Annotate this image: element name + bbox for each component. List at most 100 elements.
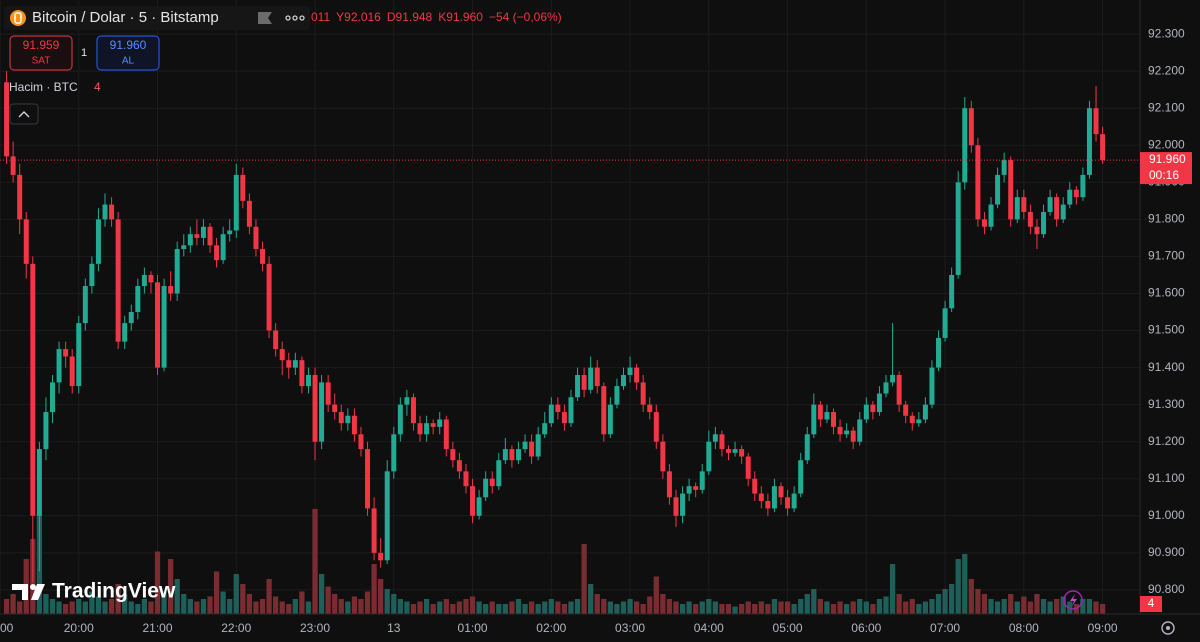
- volume-bar: [246, 594, 253, 614]
- volume-bar: [456, 601, 463, 614]
- volume-bar: [588, 584, 594, 614]
- candle-body: [319, 382, 325, 442]
- candle-body: [397, 404, 403, 435]
- price-badge: [1140, 152, 1192, 185]
- volume-bar: [745, 601, 751, 614]
- candle-body: [896, 374, 902, 405]
- candle-body: [338, 412, 344, 424]
- volume-badge: [1140, 596, 1162, 612]
- candle-body: [443, 419, 449, 450]
- candle-body: [30, 263, 36, 516]
- candle-body: [207, 226, 213, 246]
- volume-bar: [929, 599, 935, 614]
- y-tick-label: 90.800: [1148, 582, 1185, 596]
- sell-price[interactable]: 91.959: [23, 38, 60, 52]
- volume-bar: [266, 579, 272, 614]
- volume-bar: [765, 604, 771, 614]
- candle-body: [555, 404, 561, 413]
- volume-bar: [483, 604, 489, 614]
- candle-body: [1080, 174, 1086, 198]
- x-tick-label: 07:00: [930, 621, 960, 635]
- candle-body: [305, 374, 311, 387]
- candle-body: [752, 478, 758, 494]
- volume-bar: [673, 601, 679, 614]
- candle-body: [975, 145, 981, 220]
- y-tick-label: 91.200: [1148, 434, 1185, 448]
- candle-body: [844, 430, 850, 435]
- sell-button[interactable]: [9, 35, 73, 71]
- candle-body: [601, 386, 607, 435]
- candle-body: [286, 360, 292, 368]
- volume-bar: [181, 594, 187, 614]
- volume-bar: [102, 601, 108, 614]
- volume-bar: [410, 604, 417, 614]
- volume-bar: [601, 599, 607, 614]
- volume-bar: [752, 604, 758, 614]
- volume-bar: [371, 564, 377, 614]
- candle-body: [1093, 108, 1099, 135]
- volume-bar: [949, 584, 955, 614]
- candle-body: [463, 471, 469, 487]
- candle-body: [187, 234, 193, 246]
- alert-bolt[interactable]: [1070, 594, 1077, 606]
- candle-body: [404, 397, 410, 405]
- candle-body: [1027, 211, 1033, 227]
- volume-bar: [994, 601, 1001, 614]
- candle-body: [706, 441, 712, 472]
- candle-body: [909, 415, 915, 424]
- volume-bar: [49, 599, 56, 614]
- quantity[interactable]: 1: [81, 47, 87, 59]
- more-icon[interactable]: [285, 15, 305, 21]
- candle-body: [824, 412, 830, 420]
- chevron-icon[interactable]: [18, 111, 30, 118]
- x-tick-label: 04:00: [694, 621, 724, 635]
- buy-label[interactable]: AL: [122, 56, 135, 67]
- buy-price[interactable]: 91.960: [110, 38, 147, 52]
- y-tick-label: 90.900: [1148, 545, 1185, 559]
- buy-button[interactable]: [96, 35, 160, 71]
- volume-bar: [292, 599, 298, 614]
- volume-bar: [332, 594, 338, 614]
- candle-body: [640, 382, 646, 405]
- volume-bar: [1034, 594, 1040, 614]
- candle-body: [581, 374, 587, 390]
- volume-bar: [43, 594, 49, 614]
- volume-bar: [496, 604, 502, 614]
- volume-bar: [437, 601, 443, 614]
- candle-body: [653, 412, 659, 442]
- alert-icon[interactable]: [1063, 590, 1083, 610]
- volume-bar: [509, 601, 515, 614]
- candle-body: [758, 493, 764, 501]
- volume-bar: [712, 601, 718, 614]
- candle-body: [69, 356, 75, 387]
- volume-bar: [725, 604, 732, 614]
- volume-bar: [95, 596, 102, 614]
- candle-body: [693, 486, 699, 490]
- settings-icon[interactable]: [1161, 621, 1175, 635]
- volume-bar: [660, 594, 666, 614]
- candle-body: [588, 367, 594, 390]
- volume-bar: [686, 601, 692, 614]
- volume-bar: [568, 601, 574, 614]
- sell-label[interactable]: SAT: [32, 56, 51, 67]
- y-tick-label: 91.300: [1148, 397, 1185, 411]
- candle-body: [273, 330, 279, 350]
- candle-body: [384, 471, 390, 561]
- x-tick-label: 08:00: [1009, 621, 1039, 635]
- ohlc-strip: 011 Y92.016 D91.948 K91.960 −54 (−0,06%): [311, 10, 562, 24]
- volume-bar: [318, 574, 325, 614]
- volume-bar: [732, 606, 738, 614]
- candle-body: [266, 263, 272, 331]
- flag-icon[interactable]: [258, 12, 272, 24]
- axes-layer: 92.30092.20092.10092.00091.90091.80091.7…: [0, 26, 1185, 635]
- volume-bar: [679, 604, 686, 614]
- volume-bar: [857, 599, 863, 614]
- collapse-button[interactable]: [9, 103, 39, 125]
- volume-bar: [1093, 601, 1099, 614]
- x-tick-label: 02:00: [536, 621, 566, 635]
- settings-icon-center[interactable]: [1166, 626, 1170, 630]
- volume-bar: [82, 601, 88, 614]
- candle-body: [791, 493, 797, 509]
- symbol-title[interactable]: Bitcoin / Dolar · 5 · Bitstamp: [32, 9, 219, 26]
